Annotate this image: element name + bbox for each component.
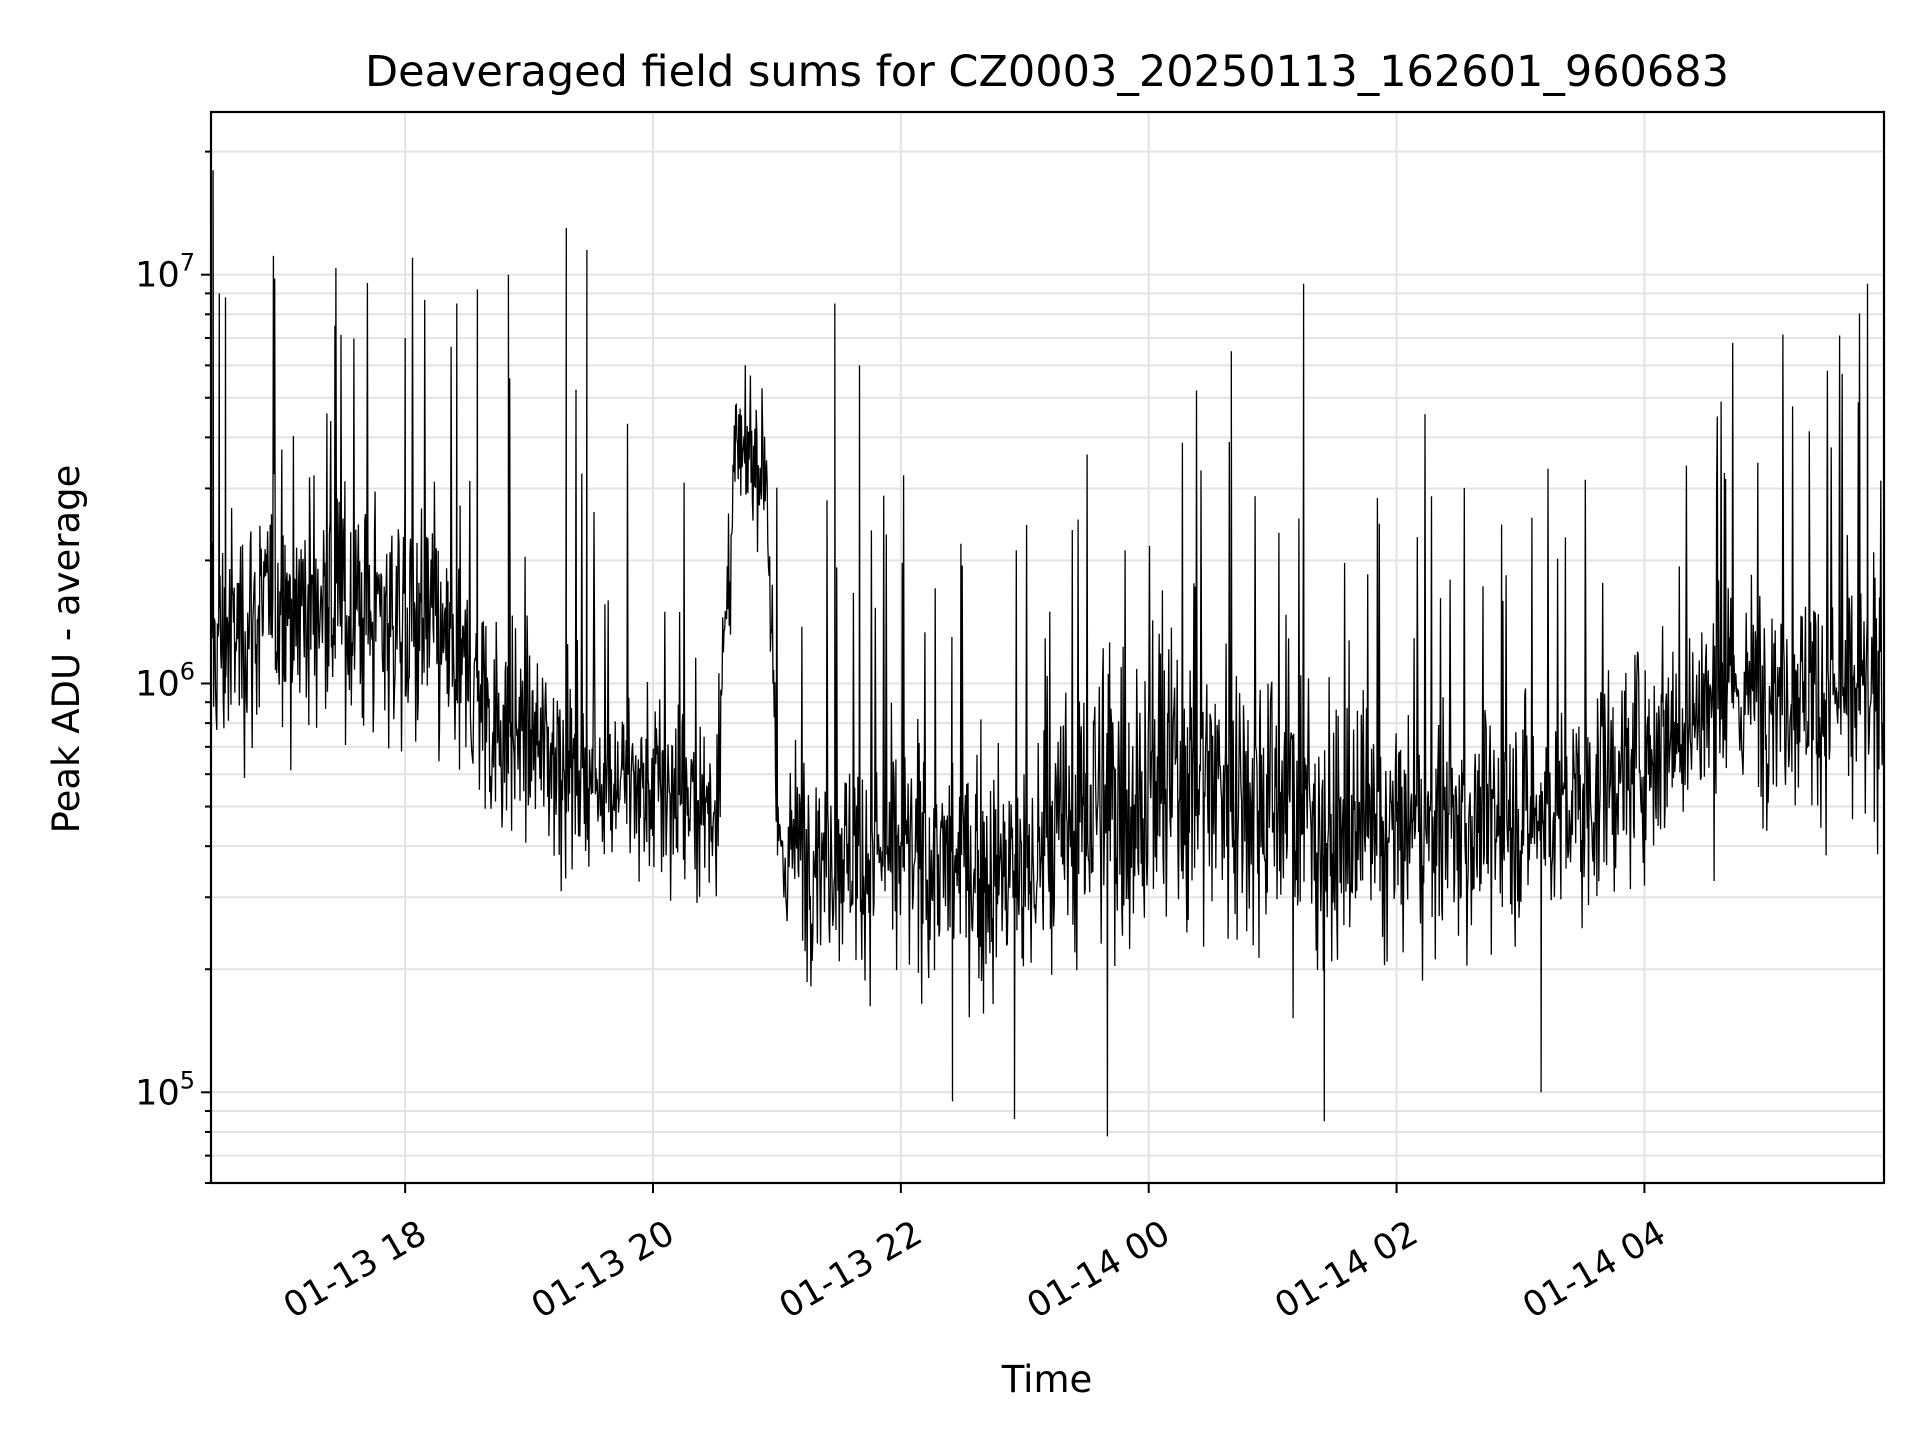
y-axis: 105 106 107 (135, 150, 211, 1184)
y-tick-label: 107 (135, 249, 195, 296)
series-line-0 (211, 170, 1884, 1137)
axes-frame (209, 110, 1886, 1185)
y-tick-label: 105 (135, 1066, 195, 1113)
y-axis-label: Peak ADU - average (45, 465, 88, 834)
plot-area (211, 170, 1884, 1137)
y-tick-label: 106 (135, 657, 195, 704)
x-axis-label: Time (1001, 1358, 1093, 1401)
chart-title: Deaveraged field sums for CZ0003_2025011… (365, 47, 1729, 97)
